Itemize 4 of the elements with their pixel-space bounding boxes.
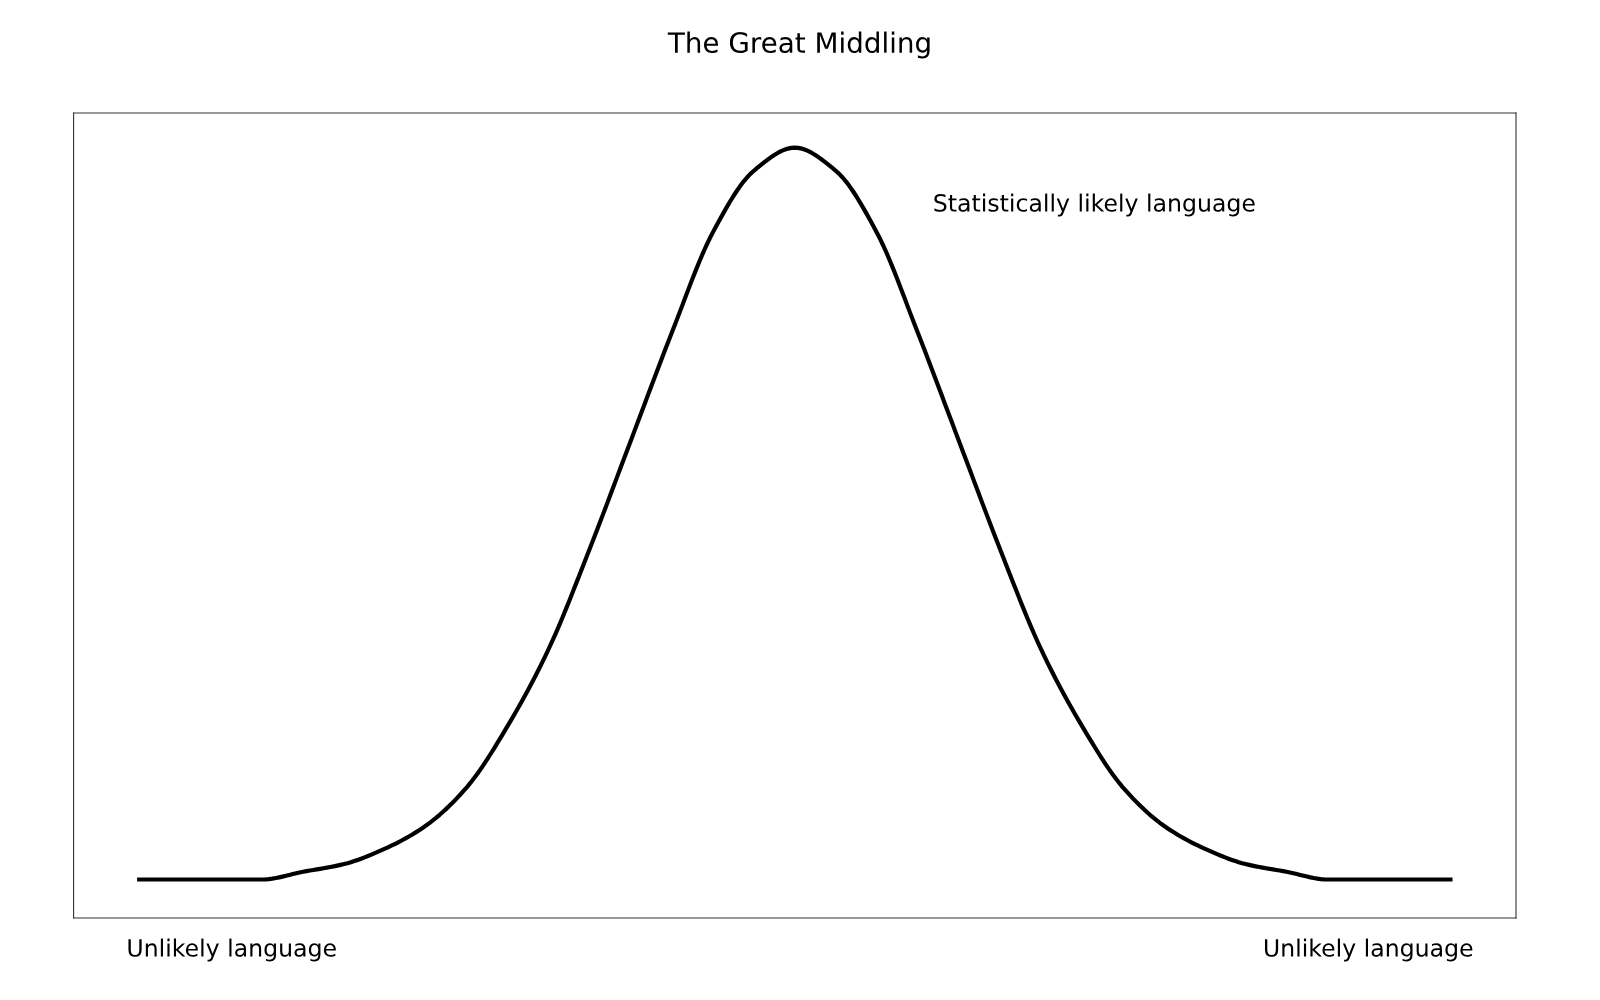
chart-title: The Great Middling: [667, 31, 930, 59]
text: Unlikely language: [1264, 938, 1473, 962]
text: Unlikely language: [128, 938, 336, 962]
annotation: Statistically likely language: [934, 193, 1255, 217]
